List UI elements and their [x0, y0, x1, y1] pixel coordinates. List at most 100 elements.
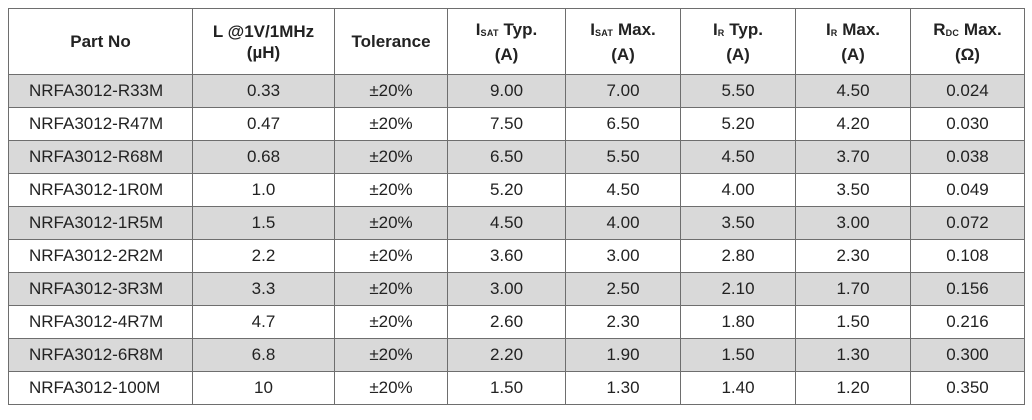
cell-rdc-max: 0.038 [910, 140, 1025, 174]
cell-rdc-max: 0.156 [910, 272, 1025, 306]
cell-inductance: 0.68 [192, 140, 335, 174]
header-row: Part No L @1V/1MHz (µH) Tolerance ISAT T… [8, 8, 1025, 75]
cell-tolerance: ±20% [334, 206, 448, 240]
table-row: NRFA3012-2R2M 2.2 ±20% 3.60 3.00 2.80 2.30 0.10… [8, 239, 1025, 273]
cell-isat-typ: 2.20 [447, 338, 566, 372]
table-row: NRFA3012-4R7M 4.7 ±20% 2.60 2.30 1.80 1.50 0.21… [8, 305, 1025, 339]
cell-rdc-max: 0.108 [910, 239, 1025, 273]
cell-ir-max: 1.30 [795, 338, 911, 372]
cell-part-no: NRFA3012-6R8M [8, 338, 193, 372]
header-ir-typ: IR Typ. (A) [680, 8, 796, 75]
cell-inductance: 1.0 [192, 173, 335, 207]
cell-isat-max: 1.90 [565, 338, 681, 372]
cell-ir-max: 4.20 [795, 107, 911, 141]
cell-rdc-max: 0.350 [910, 371, 1025, 405]
cell-inductance: 0.47 [192, 107, 335, 141]
spec-table-container: Part No L @1V/1MHz (µH) Tolerance ISAT T… [8, 8, 1025, 405]
table-row: NRFA3012-1R0M 1.0 ±20% 5.20 4.50 4.00 3.50 0.04… [8, 173, 1025, 207]
cell-ir-typ: 4.00 [680, 173, 796, 207]
cell-isat-typ: 9.00 [447, 74, 566, 108]
table-row: NRFA3012-100M 10 ±20% 1.50 1.30 1.40 1.20 0.350 [8, 371, 1025, 405]
cell-rdc-max: 0.072 [910, 206, 1025, 240]
table-row: NRFA3012-R33M 0.33 ±20% 9.00 7.00 5.50 4.50 0.0… [8, 74, 1025, 108]
cell-inductance: 4.7 [192, 305, 335, 339]
cell-isat-typ: 3.60 [447, 239, 566, 273]
header-inductance: L @1V/1MHz (µH) [192, 8, 335, 75]
cell-part-no: NRFA3012-1R5M [8, 206, 193, 240]
cell-ir-typ: 1.40 [680, 371, 796, 405]
inductor-spec-table: Part No L @1V/1MHz (µH) Tolerance ISAT T… [8, 8, 1025, 405]
cell-isat-typ: 7.50 [447, 107, 566, 141]
cell-tolerance: ±20% [334, 371, 448, 405]
cell-tolerance: ±20% [334, 305, 448, 339]
table-row: NRFA3012-1R5M 1.5 ±20% 4.50 4.00 3.50 3.00 0.07… [8, 206, 1025, 240]
cell-isat-max: 2.30 [565, 305, 681, 339]
cell-ir-max: 1.20 [795, 371, 911, 405]
cell-inductance: 6.8 [192, 338, 335, 372]
cell-part-no: NRFA3012-R33M [8, 74, 193, 108]
table-row: NRFA3012-3R3M 3.3 ±20% 3.00 2.50 2.10 1.70 0.15… [8, 272, 1025, 306]
header-ir-max: IR Max. (A) [795, 8, 911, 75]
cell-ir-max: 2.30 [795, 239, 911, 273]
cell-ir-typ: 5.20 [680, 107, 796, 141]
cell-ir-max: 1.50 [795, 305, 911, 339]
table-row: NRFA3012-R47M 0.47 ±20% 7.50 6.50 5.20 4.20 0.0… [8, 107, 1025, 141]
table-row: NRFA3012-R68M 0.68 ±20% 6.50 5.50 4.50 3.70 0.0… [8, 140, 1025, 174]
cell-ir-typ: 1.80 [680, 305, 796, 339]
table-row: NRFA3012-6R8M 6.8 ±20% 2.20 1.90 1.50 1.30 0.30… [8, 338, 1025, 372]
header-tolerance: Tolerance [334, 8, 448, 75]
header-rdc-max: RDC Max. (Ω) [910, 8, 1025, 75]
cell-isat-typ: 5.20 [447, 173, 566, 207]
cell-part-no: NRFA3012-2R2M [8, 239, 193, 273]
cell-part-no: NRFA3012-100M [8, 371, 193, 405]
header-isat-max: ISAT Max. (A) [565, 8, 681, 75]
cell-inductance: 0.33 [192, 74, 335, 108]
cell-isat-typ: 3.00 [447, 272, 566, 306]
cell-rdc-max: 0.049 [910, 173, 1025, 207]
cell-part-no: NRFA3012-1R0M [8, 173, 193, 207]
cell-ir-typ: 5.50 [680, 74, 796, 108]
cell-tolerance: ±20% [334, 107, 448, 141]
cell-tolerance: ±20% [334, 140, 448, 174]
header-isat-typ: ISAT Typ. (A) [447, 8, 566, 75]
cell-rdc-max: 0.300 [910, 338, 1025, 372]
cell-isat-max: 4.00 [565, 206, 681, 240]
cell-tolerance: ±20% [334, 74, 448, 108]
cell-isat-max: 5.50 [565, 140, 681, 174]
cell-isat-max: 4.50 [565, 173, 681, 207]
cell-ir-max: 1.70 [795, 272, 911, 306]
cell-isat-max: 6.50 [565, 107, 681, 141]
cell-inductance: 2.2 [192, 239, 335, 273]
cell-isat-max: 2.50 [565, 272, 681, 306]
header-part-no: Part No [8, 8, 193, 75]
cell-ir-typ: 3.50 [680, 206, 796, 240]
cell-part-no: NRFA3012-3R3M [8, 272, 193, 306]
cell-isat-typ: 6.50 [447, 140, 566, 174]
cell-ir-max: 4.50 [795, 74, 911, 108]
cell-isat-max: 7.00 [565, 74, 681, 108]
cell-isat-max: 3.00 [565, 239, 681, 273]
cell-tolerance: ±20% [334, 173, 448, 207]
cell-ir-typ: 2.10 [680, 272, 796, 306]
cell-tolerance: ±20% [334, 239, 448, 273]
cell-isat-typ: 4.50 [447, 206, 566, 240]
cell-ir-max: 3.00 [795, 206, 911, 240]
table-body: NRFA3012-R33M 0.33 ±20% 9.00 7.00 5.50 4.50 0.0… [8, 74, 1025, 405]
cell-inductance: 1.5 [192, 206, 335, 240]
cell-inductance: 10 [192, 371, 335, 405]
cell-isat-typ: 2.60 [447, 305, 566, 339]
cell-ir-max: 3.70 [795, 140, 911, 174]
cell-isat-typ: 1.50 [447, 371, 566, 405]
cell-ir-typ: 1.50 [680, 338, 796, 372]
cell-isat-max: 1.30 [565, 371, 681, 405]
cell-rdc-max: 0.216 [910, 305, 1025, 339]
cell-tolerance: ±20% [334, 338, 448, 372]
cell-inductance: 3.3 [192, 272, 335, 306]
cell-ir-typ: 4.50 [680, 140, 796, 174]
cell-part-no: NRFA3012-R68M [8, 140, 193, 174]
cell-ir-typ: 2.80 [680, 239, 796, 273]
cell-rdc-max: 0.024 [910, 74, 1025, 108]
cell-rdc-max: 0.030 [910, 107, 1025, 141]
cell-part-no: NRFA3012-4R7M [8, 305, 193, 339]
cell-part-no: NRFA3012-R47M [8, 107, 193, 141]
